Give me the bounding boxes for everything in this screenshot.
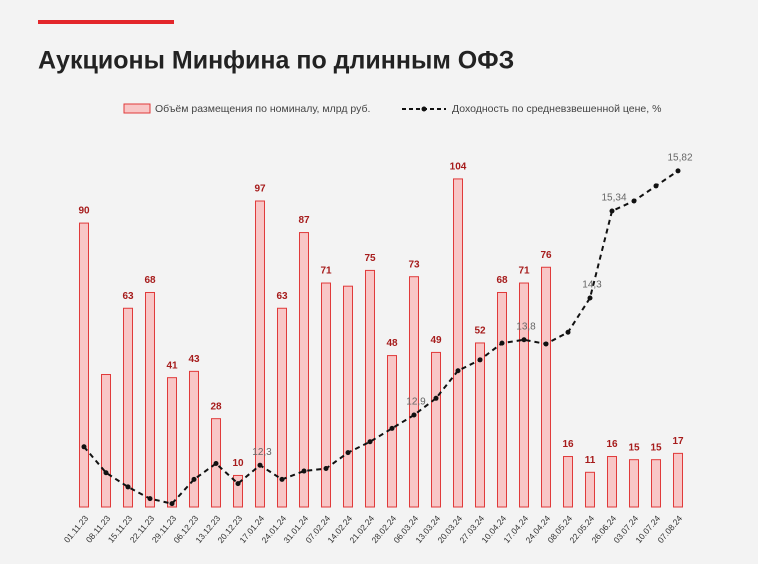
line-point	[565, 329, 571, 335]
bar-value-label: 68	[496, 275, 508, 286]
bar	[167, 377, 177, 508]
line-point	[191, 476, 197, 482]
line-point	[367, 439, 373, 445]
line-value-label: 12,3	[252, 447, 272, 458]
bar	[255, 200, 265, 508]
bar	[233, 474, 243, 508]
bar-value-label: 16	[562, 439, 574, 450]
line-point	[411, 412, 417, 418]
bar	[585, 471, 595, 508]
bar-value-label: 49	[430, 335, 442, 346]
line-point	[301, 468, 307, 474]
bar-value-label: 68	[144, 275, 156, 286]
legend-swatch-bar	[123, 103, 151, 114]
line-point	[389, 425, 395, 431]
bar	[101, 374, 111, 508]
line	[83, 170, 679, 505]
line-value-label: 12,9	[406, 397, 426, 408]
bar-value-label: 41	[166, 360, 178, 371]
line-point	[433, 395, 439, 401]
line-point	[521, 337, 527, 343]
bar-value-label: 73	[408, 259, 420, 270]
accent-bar	[38, 20, 174, 24]
line-point	[81, 444, 87, 450]
bar	[651, 459, 661, 508]
bar-value-label: 97	[254, 184, 266, 195]
bar	[607, 456, 617, 508]
line-point	[543, 341, 549, 347]
line-point	[279, 476, 285, 482]
bar	[629, 459, 639, 508]
line-point	[125, 484, 131, 490]
line-value-label: 15,34	[601, 193, 626, 204]
bar-value-label: 11	[585, 455, 596, 466]
bar-value-label: 48	[386, 338, 398, 349]
legend-swatch-dot	[421, 106, 427, 112]
bar	[123, 307, 133, 508]
bar-value-label: 17	[672, 436, 684, 447]
bar	[343, 285, 353, 508]
legend-label: Объём размещения по номиналу, млрд руб.	[155, 103, 370, 115]
bar	[189, 370, 199, 508]
bar-value-label: 71	[518, 266, 530, 277]
legend-label: Доходность по средневзвешенной цене, %	[452, 103, 661, 115]
bar	[409, 276, 419, 508]
bar-value-label: 28	[210, 401, 222, 412]
bar-value-label: 87	[298, 215, 310, 226]
bar	[299, 232, 309, 508]
line-point	[499, 340, 505, 346]
bar	[673, 452, 683, 508]
line-point	[323, 466, 329, 472]
line-point	[169, 501, 175, 507]
bar-value-label: 63	[122, 291, 134, 302]
line-point	[675, 168, 681, 174]
bar	[79, 222, 89, 508]
bar	[453, 178, 463, 508]
bar	[145, 291, 155, 508]
bar-value-label: 104	[450, 162, 467, 173]
line-point	[587, 295, 593, 301]
line-point	[257, 462, 263, 468]
line-point	[609, 208, 615, 214]
line-point	[147, 496, 153, 502]
bar-value-label: 15	[628, 442, 640, 453]
bar-value-label: 71	[320, 266, 332, 277]
bar-value-label: 90	[78, 206, 90, 217]
bar	[365, 269, 375, 508]
bar	[431, 351, 441, 508]
line-point	[345, 450, 351, 456]
bar	[497, 291, 507, 508]
line-point	[455, 368, 461, 374]
bar	[277, 307, 287, 508]
line-point	[477, 357, 483, 363]
bar-value-label: 76	[540, 250, 552, 261]
bar-value-label: 43	[188, 354, 200, 365]
bar-value-label: 52	[474, 326, 486, 337]
bar	[541, 266, 551, 508]
line-point	[631, 198, 637, 204]
bar	[519, 282, 529, 508]
bar-value-label: 10	[232, 458, 244, 469]
bar-value-label: 63	[276, 291, 288, 302]
bar	[563, 456, 573, 508]
line-point	[235, 481, 241, 487]
line-point	[653, 183, 659, 189]
bar-value-label: 15	[650, 442, 662, 453]
line-value-label: 15,82	[667, 153, 692, 164]
bar	[475, 342, 485, 508]
line-value-label: 14,3	[582, 280, 602, 291]
chart-title: Аукционы Минфина по длинным ОФЗ	[38, 47, 514, 75]
line-value-label: 13,8	[516, 321, 536, 332]
line-point	[213, 461, 219, 467]
bar	[321, 282, 331, 508]
bar-value-label: 75	[364, 253, 376, 264]
bar-value-label: 16	[606, 439, 618, 450]
line-point	[103, 470, 109, 476]
